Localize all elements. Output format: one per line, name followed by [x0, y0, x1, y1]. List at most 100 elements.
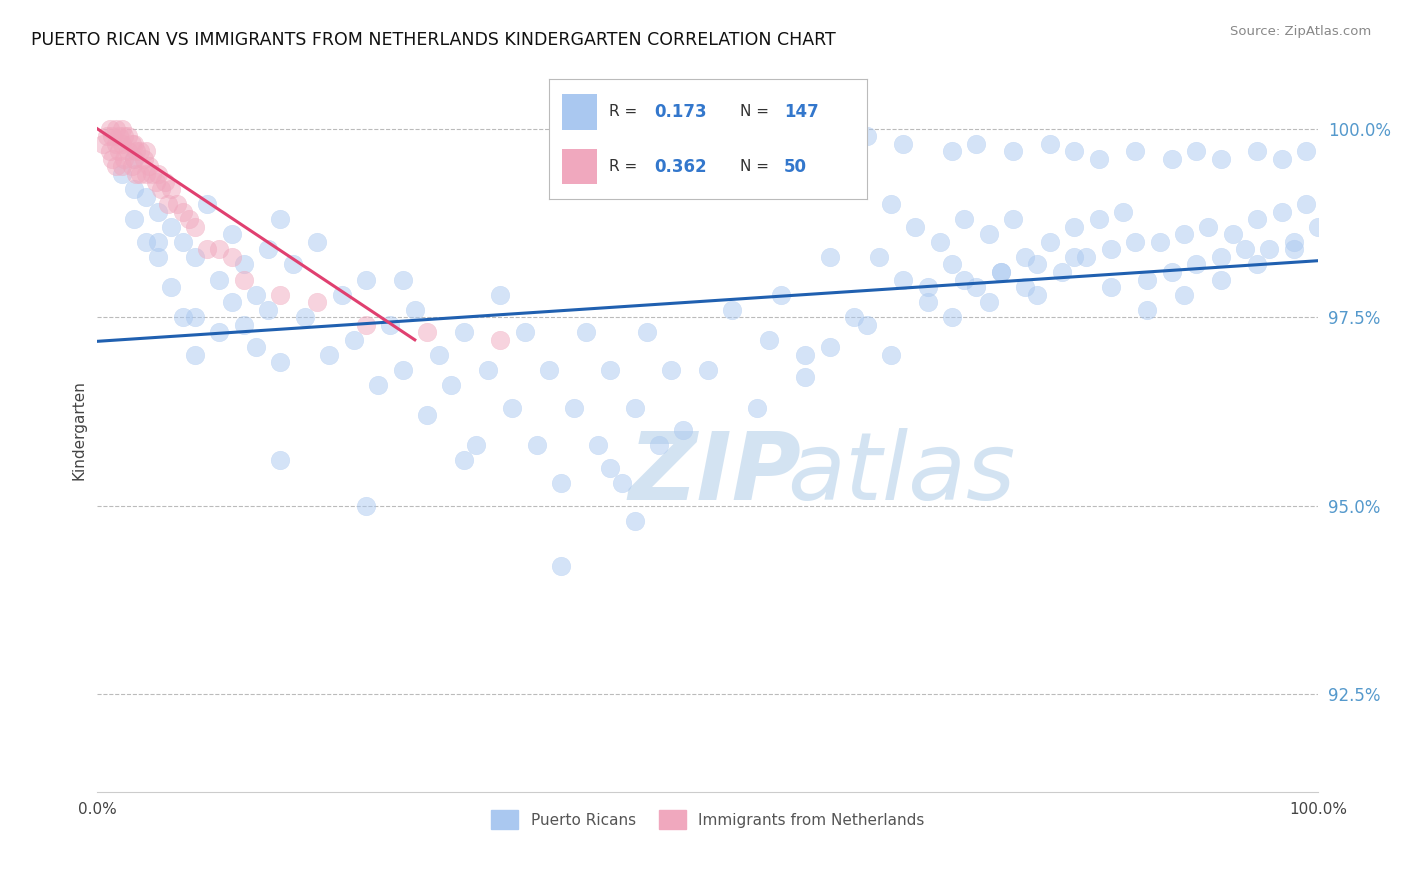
Point: [464, 438, 486, 452]
Point: [148, 235, 170, 249]
Point: [550, 475, 572, 490]
Point: [941, 257, 963, 271]
Point: [1123, 145, 1146, 159]
Point: [1149, 235, 1171, 249]
Point: [1173, 287, 1195, 301]
Text: ZIP: ZIP: [628, 427, 801, 520]
Point: [453, 453, 475, 467]
Point: [148, 204, 170, 219]
Point: [125, 167, 148, 181]
Point: [562, 401, 585, 415]
Point: [108, 145, 131, 159]
Point: [1087, 152, 1109, 166]
Point: [129, 167, 152, 181]
Point: [818, 250, 841, 264]
Point: [489, 287, 512, 301]
Point: [1197, 219, 1219, 234]
Point: [977, 227, 1000, 242]
Point: [269, 212, 291, 227]
Point: [1014, 250, 1036, 264]
Point: [172, 204, 194, 219]
Point: [367, 378, 389, 392]
Point: [1246, 257, 1268, 271]
Point: [1039, 136, 1062, 151]
Point: [891, 272, 914, 286]
Point: [96, 129, 118, 144]
Point: [208, 243, 231, 257]
Point: [184, 310, 207, 325]
Point: [1026, 287, 1049, 301]
Point: [112, 152, 135, 166]
Point: [232, 257, 254, 271]
Point: [696, 363, 718, 377]
Point: [149, 182, 172, 196]
Point: [98, 121, 121, 136]
Point: [1222, 227, 1244, 242]
Point: [330, 287, 353, 301]
Point: [1258, 243, 1281, 257]
Point: [1123, 235, 1146, 249]
Point: [184, 219, 207, 234]
Point: [245, 287, 267, 301]
Point: [380, 318, 402, 332]
Point: [148, 167, 170, 181]
Point: [122, 152, 145, 166]
Point: [141, 167, 163, 181]
Point: [770, 287, 793, 301]
Point: [101, 152, 124, 166]
Point: [1099, 280, 1122, 294]
Point: [93, 136, 115, 151]
Point: [159, 280, 181, 294]
Point: [121, 136, 143, 151]
Point: [122, 212, 145, 227]
Point: [122, 136, 145, 151]
Point: [1209, 250, 1232, 264]
Point: [1295, 197, 1317, 211]
Point: [172, 310, 194, 325]
Point: [269, 355, 291, 369]
Point: [148, 250, 170, 264]
Point: [221, 227, 243, 242]
Point: [659, 363, 682, 377]
Point: [1185, 257, 1208, 271]
Point: [612, 475, 634, 490]
Point: [111, 167, 134, 181]
Point: [904, 219, 927, 234]
Point: [868, 250, 890, 264]
Point: [623, 514, 645, 528]
Point: [1209, 152, 1232, 166]
Point: [108, 129, 131, 144]
Point: [1209, 272, 1232, 286]
Point: [125, 145, 148, 159]
Point: [177, 212, 200, 227]
Point: [111, 121, 134, 136]
Point: [758, 333, 780, 347]
Point: [172, 235, 194, 249]
Point: [1234, 243, 1257, 257]
Point: [575, 326, 598, 340]
Point: [343, 333, 366, 347]
Point: [1087, 212, 1109, 227]
Point: [307, 235, 329, 249]
Point: [159, 182, 181, 196]
Point: [636, 326, 658, 340]
Point: [1112, 204, 1135, 219]
Point: [453, 326, 475, 340]
Point: [104, 160, 127, 174]
Point: [586, 438, 609, 452]
Point: [129, 145, 152, 159]
Point: [101, 129, 124, 144]
Point: [941, 310, 963, 325]
Point: [928, 235, 950, 249]
Point: [550, 558, 572, 573]
Point: [135, 235, 157, 249]
Point: [917, 280, 939, 294]
Point: [121, 160, 143, 174]
Point: [1099, 243, 1122, 257]
Point: [477, 363, 499, 377]
Point: [1063, 250, 1085, 264]
Text: atlas: atlas: [787, 428, 1015, 519]
Point: [153, 175, 176, 189]
Text: PUERTO RICAN VS IMMIGRANTS FROM NETHERLANDS KINDERGARTEN CORRELATION CHART: PUERTO RICAN VS IMMIGRANTS FROM NETHERLA…: [31, 31, 835, 49]
Point: [294, 310, 316, 325]
